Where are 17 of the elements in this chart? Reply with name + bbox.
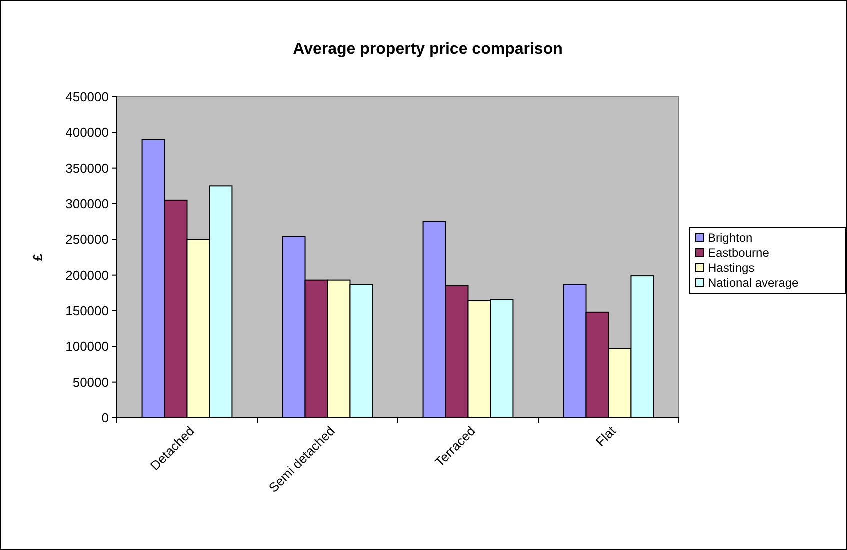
y-tick-label: 250000 [66, 232, 109, 248]
y-tick-label: 200000 [66, 268, 109, 283]
legend-label: Brighton [708, 231, 753, 246]
legend-label: National average [708, 276, 800, 290]
y-tick-label: 450000 [66, 90, 109, 105]
y-tick-label: 50000 [72, 374, 109, 390]
y-tick-label: 350000 [66, 160, 109, 176]
chart-title: Average property price comparison [293, 41, 563, 58]
legend-label: Eastbourne [708, 246, 770, 260]
y-tick-label: 150000 [66, 304, 109, 319]
y-tick-label: 100000 [66, 339, 109, 354]
x-tick-label: Flat [592, 423, 620, 450]
legend-label: Hastings [708, 261, 755, 276]
y-tick-label: 0 [102, 410, 109, 426]
y-tick-label: 300000 [66, 196, 109, 212]
y-axis-title: £ [30, 253, 46, 262]
y-tick-label: 400000 [66, 125, 109, 140]
